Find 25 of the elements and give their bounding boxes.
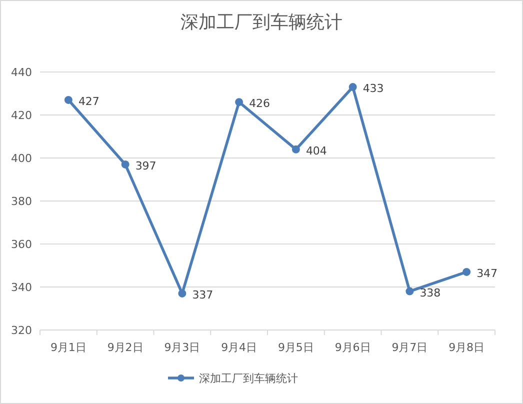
data-label: 433 <box>362 82 384 96</box>
xtick: 9月6日 <box>334 341 371 354</box>
xtick: 9月7日 <box>392 341 428 354</box>
ytick: 380 <box>11 195 32 208</box>
ytick: 340 <box>11 281 32 294</box>
ytick: 420 <box>11 109 32 122</box>
xtick: 9月4日 <box>221 341 258 354</box>
data-label: 347 <box>476 266 498 280</box>
ytick: 440 <box>11 66 32 79</box>
xtick: 9月8日 <box>448 341 485 354</box>
xtick: 9月1日 <box>50 341 86 354</box>
ytick: 360 <box>11 238 32 251</box>
data-label: 427 <box>78 94 100 108</box>
data-label: 404 <box>306 144 327 158</box>
legend-label: 深加工厂到车辆统计 <box>199 372 298 385</box>
xtick: 9月5日 <box>278 341 314 354</box>
ytick: 400 <box>11 152 32 165</box>
ytick: 320 <box>11 324 32 337</box>
xtick: 9月2日 <box>107 341 144 354</box>
data-label: 397 <box>135 159 156 172</box>
data-label: 338 <box>420 286 441 300</box>
data-label: 337 <box>192 288 214 302</box>
data-label: 426 <box>249 97 270 110</box>
xtick: 9月3日 <box>164 341 200 354</box>
title: 深加工厂到车辆统计 <box>180 12 342 33</box>
